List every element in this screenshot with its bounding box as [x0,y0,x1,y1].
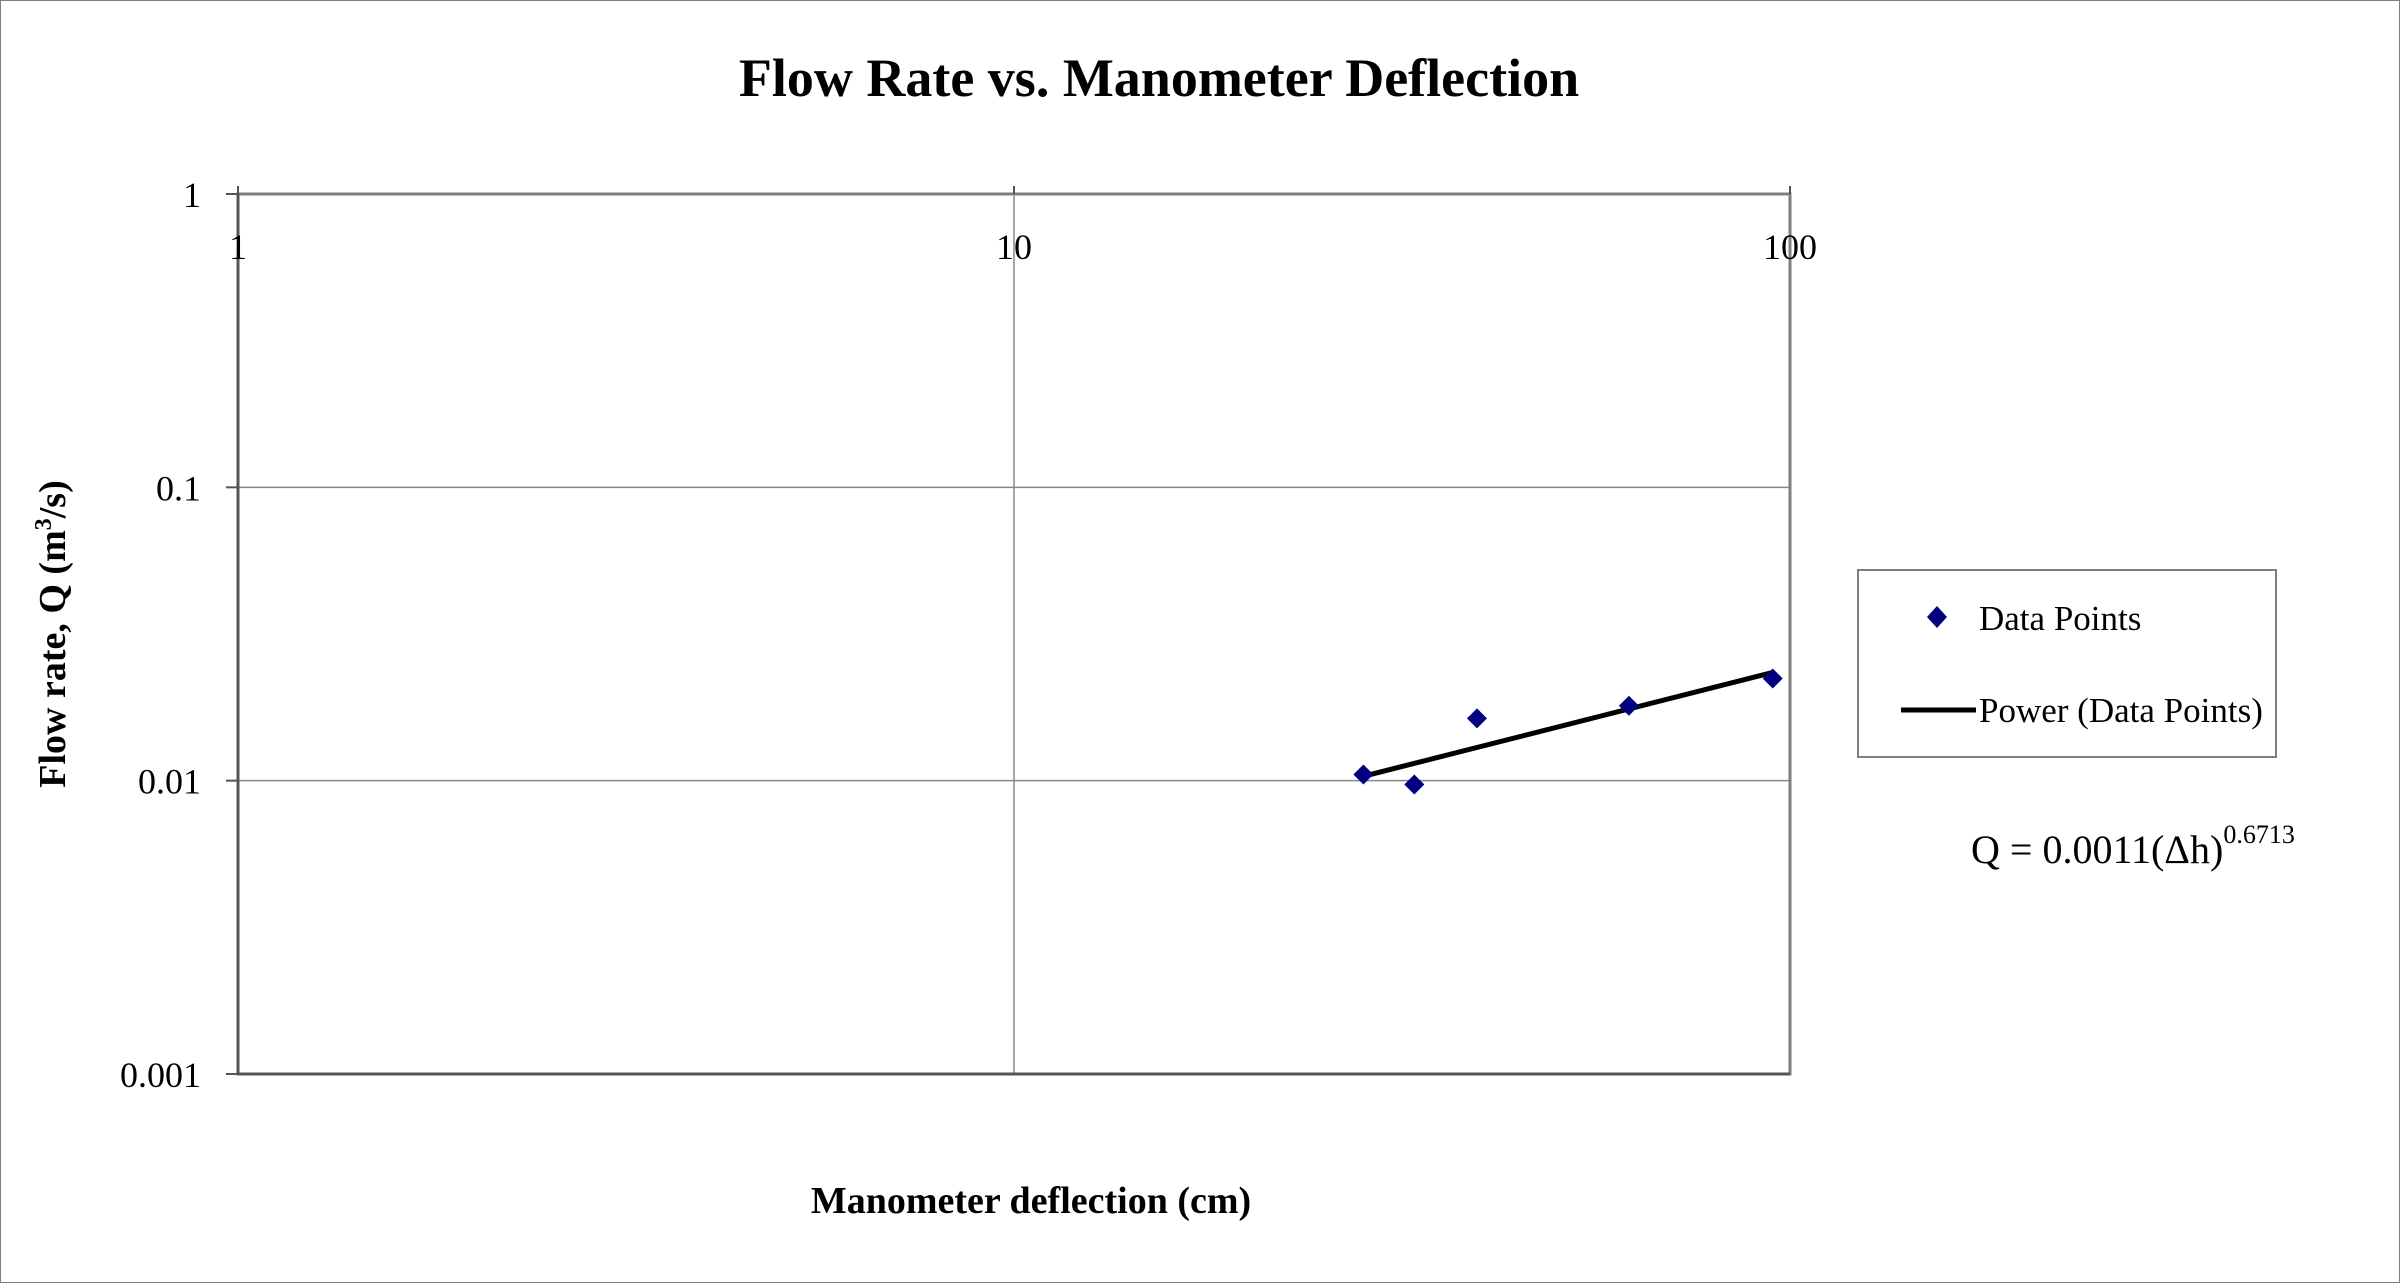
legend: Data Points Power (Data Points) [1857,569,2277,758]
y-axis-label: Flow rate, Q (m3/s) [31,480,74,787]
y-axis-label-tail: /s) [32,480,74,519]
legend-label-power: Power (Data Points) [1979,691,2263,730]
y-tick-label: 0.1 [156,468,201,508]
data-points [1353,668,1783,795]
gridlines [238,194,1790,1074]
x-tick-label: 10 [996,227,1032,267]
data-point-1 [1404,774,1425,795]
trendline-power [1362,669,1774,779]
x-tick-label: 1 [229,227,247,267]
equation-main: Q = 0.0011(Δh) [1971,827,2223,872]
trendline-equation: Q = 0.0011(Δh)0.6713 [1971,820,2295,872]
x-tick-label: 100 [1763,227,1817,267]
y-tick-labels: 1 0.1 0.01 0.001 [120,175,201,1095]
y-axis-label-main: Flow rate, Q (m [32,530,74,787]
equation-exponent: 0.6713 [2223,820,2295,849]
y-tick-label: 1 [183,175,201,215]
x-tick-labels: 1 10 100 [229,227,1817,267]
x-axis-label: Manometer deflection (cm) [811,1180,1251,1222]
legend-marker-diamond [1927,606,1947,628]
data-point-2 [1466,708,1487,729]
chart-title: Flow Rate vs. Manometer Deflection [739,48,1579,108]
data-point-0 [1353,764,1374,785]
legend-box [1857,569,2277,758]
axis-ticks [226,186,1791,1075]
data-point-4 [1762,668,1783,689]
legend-label-data-points: Data Points [1979,599,2141,638]
y-axis-label-sup: 3 [31,518,57,530]
y-tick-label: 0.01 [138,762,201,802]
y-tick-label: 0.001 [120,1055,201,1095]
data-point-3 [1618,695,1639,716]
